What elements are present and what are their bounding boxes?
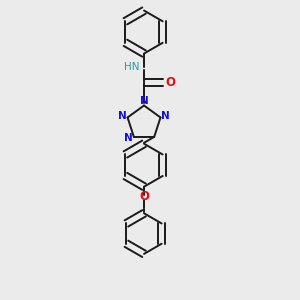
Text: O: O [139, 190, 149, 203]
Text: HN: HN [124, 62, 140, 72]
Text: N: N [124, 133, 133, 143]
Text: N: N [118, 111, 127, 121]
Text: N: N [140, 96, 148, 106]
Text: O: O [166, 76, 176, 89]
Text: N: N [161, 111, 170, 121]
